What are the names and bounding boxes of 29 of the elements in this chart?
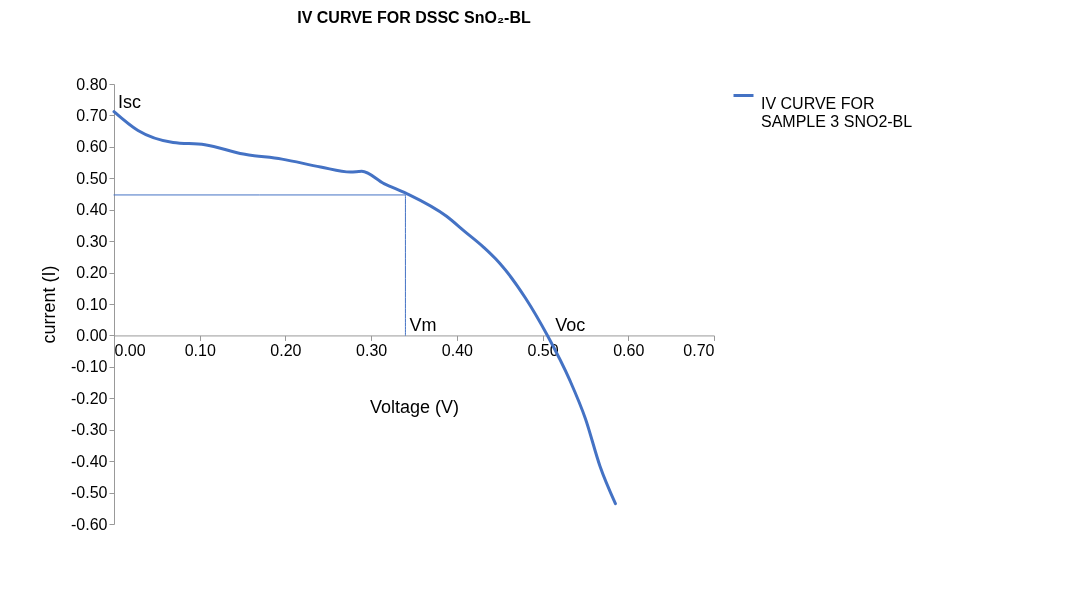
y-tick-label: -0.40 bbox=[71, 452, 108, 470]
x-axis-title: Voltage (V) bbox=[369, 396, 460, 417]
y-tick-label: 0.50 bbox=[76, 169, 108, 187]
x-tick-label: 0.20 bbox=[270, 341, 302, 359]
legend-label: IV CURVE FOR SAMPLE 3 SNO2-BL bbox=[761, 94, 913, 130]
y-tick-label: 0.30 bbox=[76, 232, 108, 250]
annotation: Voc bbox=[555, 315, 586, 336]
y-tick-label: 0.70 bbox=[76, 106, 108, 124]
x-tick-label: 0.10 bbox=[184, 341, 216, 359]
y-tick-label: -0.10 bbox=[71, 358, 108, 376]
annotation: Vm bbox=[409, 315, 437, 336]
annotation: Isc bbox=[118, 92, 142, 113]
y-tick-label: 0.00 bbox=[76, 326, 108, 344]
y-tick-label: -0.20 bbox=[71, 389, 108, 407]
y-tick-label: -0.30 bbox=[71, 421, 108, 439]
y-tick-label: -0.50 bbox=[71, 484, 108, 502]
x-tick-label: 0.40 bbox=[441, 341, 474, 359]
y-tick-label: 0.20 bbox=[76, 264, 108, 282]
x-tick-label: 0.70 bbox=[683, 341, 715, 359]
y-tick-label: -0.60 bbox=[71, 515, 108, 533]
y-tick-label: 0.40 bbox=[76, 201, 108, 219]
x-tick-label: 0.60 bbox=[613, 341, 645, 359]
y-tick-label: 0.60 bbox=[76, 138, 108, 156]
y-tick-label: 0.80 bbox=[76, 75, 108, 93]
x-tick-label: 0.00 bbox=[114, 341, 146, 359]
chart-title: IV CURVE FOR DSSC SnO₂-BL bbox=[297, 9, 531, 26]
y-tick-label: 0.10 bbox=[76, 295, 108, 313]
y-axis-title: current (I) bbox=[39, 265, 60, 344]
x-tick-label: 0.30 bbox=[356, 341, 388, 359]
